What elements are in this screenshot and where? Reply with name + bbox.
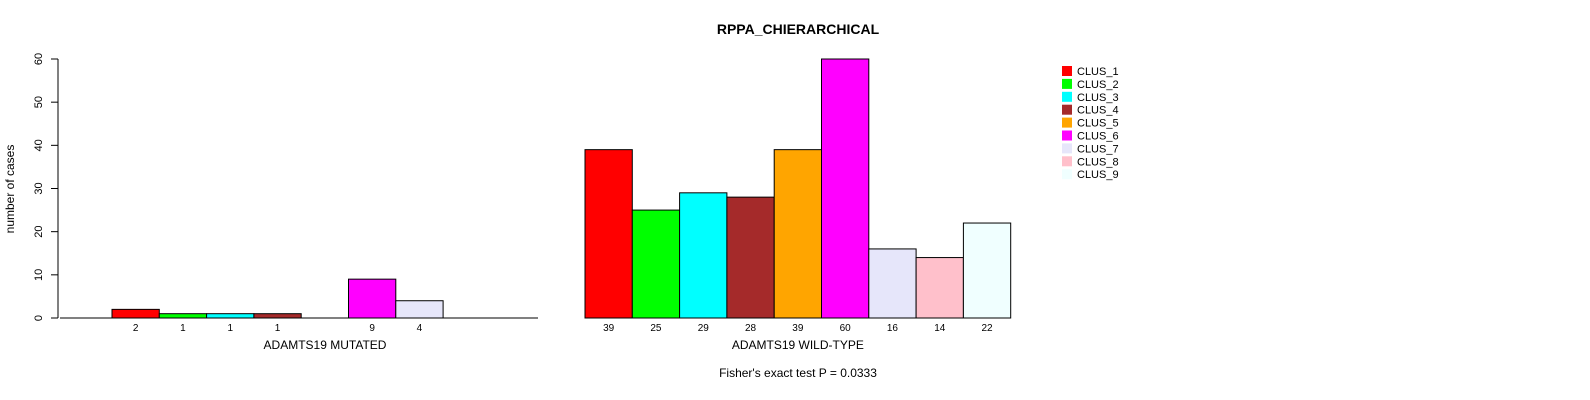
bar-clus-3 <box>206 313 255 319</box>
bar-clus-4 <box>726 196 775 319</box>
bar-clus-9 <box>962 222 1012 319</box>
bar-clus-2 <box>631 209 681 319</box>
bar-count-label: 1 <box>180 323 186 334</box>
legend-label: CLUS_2 <box>1077 79 1119 91</box>
legend-swatch <box>1062 130 1072 141</box>
bar-count-label: 16 <box>887 323 899 334</box>
legend-swatch <box>1062 143 1072 154</box>
legend-swatch <box>1062 117 1072 128</box>
bar-clus-6 <box>348 278 397 319</box>
group-wild-type: 39 25 29 28 39 60 16 14 22 ADAMTS19 WILD-TYPE <box>584 58 1012 352</box>
bar-count-label: 25 <box>650 323 662 334</box>
bar-count-label: 39 <box>792 323 804 334</box>
y-tick-label: 10 <box>33 269 45 281</box>
bar-clus-3 <box>679 192 728 319</box>
bar-count-label: 2 <box>133 323 139 334</box>
bar-count-label: 4 <box>417 323 423 334</box>
bar-count-label: 39 <box>603 323 615 334</box>
bar-count-label: 9 <box>369 323 375 334</box>
bar-clus-7 <box>868 248 917 319</box>
count-labels-wild-type: 39 25 29 28 39 60 16 14 22 <box>603 323 993 334</box>
legend-label: CLUS_6 <box>1077 131 1119 143</box>
legend: CLUS_1CLUS_2CLUS_3CLUS_4CLUS_5CLUS_6CLUS… <box>1062 66 1119 181</box>
bar-count-label: 22 <box>981 323 993 334</box>
group-label-wild-type: ADAMTS19 WILD-TYPE <box>732 338 864 352</box>
legend-label: CLUS_4 <box>1077 105 1119 117</box>
group-mutated: 2 1 1 1 9 4 ADAMTS19 MUTATED <box>60 278 538 352</box>
bar-clus-8 <box>915 257 964 319</box>
legend-swatch <box>1062 104 1072 115</box>
y-tick-label: 40 <box>33 139 45 151</box>
bar-count-label: 28 <box>745 323 757 334</box>
bar-clus-2 <box>158 313 208 319</box>
legend-label: CLUS_7 <box>1077 143 1119 155</box>
group-label-mutated: ADAMTS19 MUTATED <box>264 338 387 352</box>
y-axis-label: number of cases <box>3 145 17 234</box>
legend-label: CLUS_1 <box>1077 66 1119 78</box>
bar-clus-5 <box>773 149 823 319</box>
chart-title: RPPA_CHIERARCHICAL <box>717 21 880 37</box>
bar-count-label: 1 <box>275 323 281 334</box>
legend-swatch <box>1062 66 1072 76</box>
legend-swatch <box>1062 91 1072 102</box>
legend-swatch <box>1062 78 1072 89</box>
bar-count-label: 29 <box>698 323 710 334</box>
y-tick-label: 0 <box>33 315 45 321</box>
count-labels-mutated: 2 1 1 1 9 4 <box>133 323 423 334</box>
bar-clus-4 <box>253 313 302 319</box>
bar-count-label: 1 <box>227 323 233 334</box>
legend-swatch <box>1062 156 1072 167</box>
bar-count-label: 14 <box>934 323 946 334</box>
y-axis: 0 10 20 30 40 50 60 <box>33 53 59 321</box>
y-tick-label: 60 <box>33 53 45 65</box>
y-tick-label: 20 <box>33 226 45 238</box>
legend-swatch <box>1062 169 1072 180</box>
y-tick-label: 50 <box>33 96 45 108</box>
bars-mutated <box>111 278 444 319</box>
bar-clus-1 <box>111 308 160 319</box>
bars-wild-type <box>584 58 1012 319</box>
bar-count-label: 60 <box>840 323 852 334</box>
bar-clus-6 <box>821 58 870 319</box>
bar-clus-7 <box>395 300 444 319</box>
y-tick-label: 30 <box>33 182 45 194</box>
legend-label: CLUS_9 <box>1077 169 1119 181</box>
bar-clus-1 <box>584 149 633 319</box>
legend-label: CLUS_8 <box>1077 156 1119 168</box>
legend-label: CLUS_3 <box>1077 92 1119 104</box>
fisher-test-footnote: Fisher's exact test P = 0.0333 <box>719 366 877 380</box>
legend-label: CLUS_5 <box>1077 118 1119 130</box>
